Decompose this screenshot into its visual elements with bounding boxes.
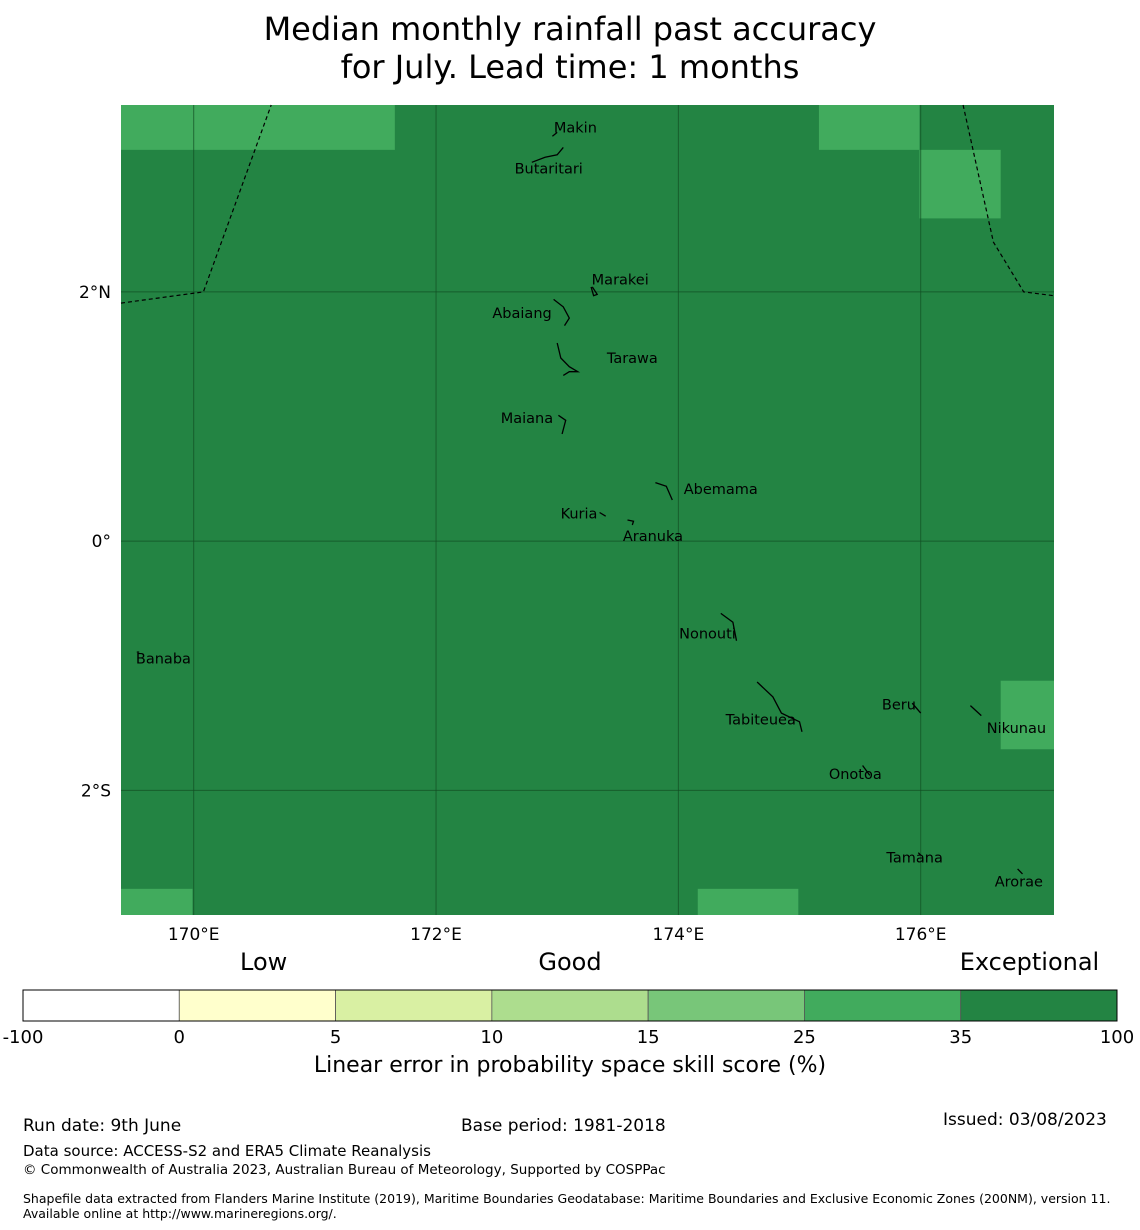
colorbar-segment [22,989,180,1022]
lat-tick-label: 2°S [81,781,111,801]
colorbar-tick-label: 15 [637,1027,660,1048]
colorbar-segment [804,989,962,1022]
island-label: Tarawa [606,351,658,367]
island-outline [590,286,599,297]
colorbar-segment [491,989,649,1022]
island-label: Maiana [501,411,553,427]
lat-tick-label: 2°N [79,283,111,303]
island-outline [911,702,922,714]
island-outline [553,298,571,326]
data-source: Data source: ACCESS-S2 and ERA5 Climate … [23,1142,431,1160]
island-label: Beru [882,697,916,713]
skill-cell [818,105,920,150]
issued-date: Issued: 03/08/2023 [943,1110,1107,1130]
shapefile-credit: Shapefile data extracted from Flanders M… [23,1191,1111,1221]
skill-cell [697,888,799,915]
skill-cell [919,149,1001,219]
island-label: Nikunau [987,721,1046,737]
colorbar-category-label: Good [538,948,602,976]
lon-tick-label: 172°E [410,925,462,945]
colorbar-segment [335,989,493,1022]
skill-cell [121,105,395,150]
colorbar-tick-label: 35 [949,1027,972,1048]
colorbar-category-label: Low [240,948,288,976]
island-outline [551,131,558,137]
island-label: Arorae [995,874,1043,890]
colorbar-label: Linear error in probability space skill … [313,1053,827,1078]
island-label: Onotoa [829,767,882,783]
colorbar-tick-label: 25 [793,1027,816,1048]
copyright-notice: © Commonwealth of Australia 2023, Austra… [23,1162,666,1178]
island-outline [917,852,922,856]
colorbar-segment [647,989,805,1022]
title-line-1: Median monthly rainfall past accuracy [263,10,877,48]
skill-cell [1000,680,1054,750]
lon-tick-label: 176°E [895,925,947,945]
island-outline [969,705,982,717]
island-label: Abemama [684,482,758,498]
lon-tick-label: 174°E [653,925,705,945]
lon-tick-label: 170°E [168,925,220,945]
island-label: Tabiteuea [725,712,796,728]
island-label: Marakei [592,272,649,288]
island-outline [1017,868,1023,875]
island-outline [756,681,803,732]
island-label: Butaritari [515,162,583,178]
eez-boundary [962,104,1055,297]
colorbar-segment [960,989,1118,1022]
island-label: Nonouti [679,626,736,642]
colorbar-category-label: Exceptional [959,948,1100,976]
island-outline [655,481,673,501]
colorbar-tick-label: -100 [3,1027,44,1048]
island-label: Aranuka [623,529,683,545]
island-label: Abaiang [492,306,551,322]
island-outline [558,414,567,435]
island-outline [556,342,581,376]
colorbar-segment [178,989,336,1022]
colorbar-tick-label: 10 [480,1027,503,1048]
run-date: Run date: 9th June [23,1116,182,1136]
island-label: Tamana [885,851,942,867]
title-line-2: for July. Lead time: 1 months [340,48,800,86]
island-outline [599,511,607,517]
island-label: Kuria [561,507,598,523]
island-outline [720,612,738,641]
island-outline [531,146,564,163]
colorbar-tick-label: 5 [330,1027,341,1048]
rainfall-accuracy-map: Makin Butaritari Marakei Abaiang Tarawa Maian… [3,104,1134,1048]
island-outline [627,519,635,526]
base-period: Base period: 1981-2018 [461,1116,666,1136]
island-label: Makin [554,120,597,136]
colorbar-tick-label: 0 [174,1027,185,1048]
colorbar-frame [22,989,1118,1022]
skill-cell [121,888,193,915]
lat-tick-label: 0° [92,532,111,552]
chart-title: Median monthly rainfall past accuracy fo… [0,10,1140,86]
island-label: Banaba [136,651,191,667]
colorbar-tick-label: 100 [1100,1027,1134,1048]
island-outline [862,765,871,776]
map-base-field [121,105,1054,915]
